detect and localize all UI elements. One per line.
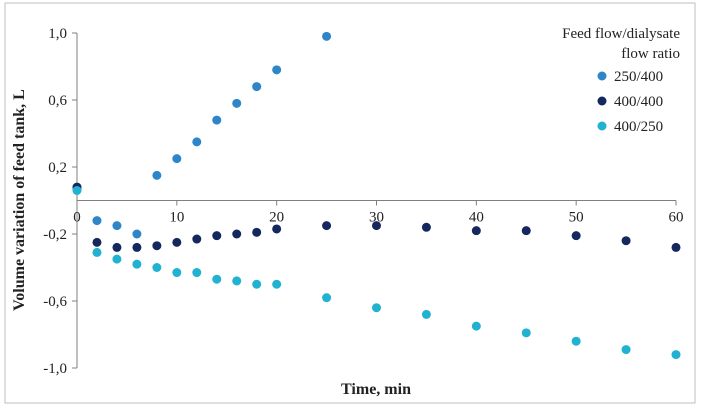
data-point: [232, 276, 242, 286]
data-point: [621, 345, 631, 355]
x-tick-label: 40: [469, 210, 484, 226]
data-point: [252, 82, 262, 92]
data-point: [212, 115, 222, 125]
data-point: [152, 241, 162, 251]
data-point: [192, 234, 202, 244]
x-tick-label: 60: [669, 210, 684, 226]
data-point: [571, 336, 581, 346]
data-point: [72, 185, 82, 195]
legend-title-line1: Feed flow/dialysate: [562, 26, 680, 42]
data-points: [72, 31, 681, 360]
data-point: [132, 242, 142, 252]
series-400-250: [72, 185, 681, 360]
legend-entries: 250/400 400/400 400/250: [597, 69, 663, 135]
data-point: [172, 268, 182, 278]
data-point: [272, 224, 282, 234]
data-point: [372, 221, 381, 231]
legend-label: 250/400: [614, 69, 663, 85]
data-point: [252, 279, 262, 289]
x-tick-labels: 0 10 20 30 40 50 60: [73, 210, 683, 226]
data-point: [571, 231, 581, 241]
x-tick-label: 50: [569, 210, 584, 226]
legend-marker: [597, 71, 607, 81]
legend-title-line2: flow ratio: [621, 46, 680, 62]
series-250-400: [72, 31, 332, 239]
data-point: [521, 226, 531, 236]
x-tick-label: 10: [169, 210, 184, 226]
legend: Feed flow/dialysate flow ratio 250/400 40…: [562, 26, 680, 135]
data-point: [232, 98, 242, 108]
data-point: [172, 154, 182, 164]
data-point: [92, 216, 102, 226]
data-point: [92, 247, 102, 257]
data-point: [322, 221, 332, 231]
data-point: [112, 221, 122, 231]
data-point: [521, 328, 531, 338]
legend-marker: [597, 121, 607, 131]
y-tick-label: -1,0: [43, 361, 67, 377]
x-axis-title: Time, min: [341, 381, 411, 398]
data-point: [372, 303, 381, 313]
data-point: [671, 350, 681, 360]
y-tick-label: 0,2: [48, 160, 67, 176]
x-tick-label: 0: [73, 210, 81, 226]
data-point: [272, 279, 282, 289]
data-point: [132, 229, 142, 239]
y-tick-label: -0,6: [43, 294, 67, 310]
data-point: [272, 65, 282, 75]
axes: [72, 32, 677, 369]
data-point: [132, 259, 142, 269]
data-point: [252, 227, 262, 237]
data-point: [92, 237, 102, 247]
data-point: [152, 170, 162, 180]
data-point: [192, 268, 202, 278]
data-point: [212, 231, 222, 241]
data-point: [671, 242, 681, 252]
data-point: [421, 222, 431, 232]
legend-marker: [597, 96, 607, 106]
y-tick-label: 0,6: [48, 93, 67, 109]
data-point: [421, 309, 431, 319]
data-point: [322, 293, 332, 303]
legend-label: 400/400: [614, 94, 663, 110]
data-point: [471, 321, 481, 331]
x-tick-label: 30: [369, 210, 384, 226]
y-tick-label: 1,0: [48, 26, 67, 42]
data-point: [152, 263, 162, 272]
data-point: [112, 242, 122, 252]
y-tick-labels: 1,0 0,6 0,2 -0,2 -0,6 -1,0: [43, 26, 67, 377]
series-400-400: [72, 182, 681, 252]
data-point: [172, 237, 182, 247]
data-point: [621, 236, 631, 246]
legend-label: 400/250: [614, 119, 663, 135]
y-axis-title: Volume variation of feed tank, L: [11, 89, 28, 311]
y-tick-label: -0,2: [43, 227, 67, 243]
data-point: [232, 229, 242, 239]
data-point: [212, 274, 222, 284]
plot-frame: [4, 2, 696, 404]
data-point: [471, 226, 481, 236]
x-tick-label: 20: [269, 210, 284, 226]
data-point: [192, 137, 202, 147]
data-point: [112, 254, 122, 264]
data-point: [322, 31, 332, 41]
